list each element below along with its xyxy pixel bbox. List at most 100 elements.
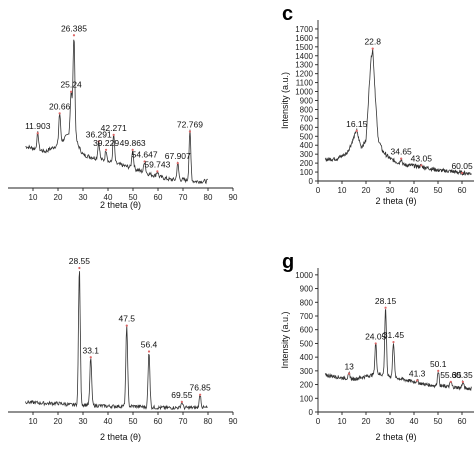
peak-marker bbox=[104, 148, 108, 151]
peak-marker bbox=[199, 393, 202, 396]
x-tick-label: 30 bbox=[79, 193, 88, 202]
peak-marker bbox=[420, 164, 423, 167]
peak-label: 33.1 bbox=[82, 345, 99, 355]
y-tick-label: 0 bbox=[309, 177, 314, 186]
peak-label: 28.55 bbox=[69, 256, 91, 266]
peak-marker bbox=[112, 133, 115, 136]
x-tick-label: 40 bbox=[104, 193, 113, 202]
peak-label: 41.3 bbox=[409, 368, 426, 378]
x-axis-label: 2 theta (θ) bbox=[375, 196, 416, 206]
peak-marker bbox=[400, 157, 403, 160]
x-tick-label: 20 bbox=[54, 417, 63, 426]
peak-marker bbox=[449, 380, 452, 383]
y-axis-label: Intensity (a.u.) bbox=[280, 311, 290, 368]
x-tick-label: 50 bbox=[434, 186, 443, 195]
peak-label: 39.229 bbox=[93, 138, 119, 148]
y-tick-label: 500 bbox=[300, 132, 314, 141]
x-axis-label: 2 theta (θ) bbox=[100, 200, 141, 210]
x-tick-label: 30 bbox=[79, 417, 88, 426]
x-tick-label: 80 bbox=[204, 193, 213, 202]
peak-label: 49.863 bbox=[120, 138, 146, 148]
peak-label: 16.15 bbox=[346, 119, 368, 129]
peak-marker bbox=[72, 34, 76, 37]
x-tick-label: 70 bbox=[179, 193, 188, 202]
y-tick-label: 200 bbox=[300, 381, 314, 390]
x-tick-label: 50 bbox=[434, 417, 443, 426]
peak-marker bbox=[131, 148, 134, 151]
peak-label: 54.647 bbox=[132, 149, 158, 159]
y-tick-label: 300 bbox=[300, 150, 314, 159]
y-tick-label: 400 bbox=[300, 353, 314, 362]
panel-top-left: 10 20 30 40 50 60 70 80 90 2 theta (θ) 11.903 20.66… bbox=[8, 23, 238, 210]
y-axis-label: Intensity (a.u.) bbox=[280, 72, 290, 129]
peak-marker bbox=[437, 369, 440, 372]
peak-label: 20.66 bbox=[49, 101, 71, 111]
y-tick-label: 300 bbox=[300, 367, 314, 376]
peak-marker bbox=[371, 47, 374, 50]
xrd-trace bbox=[324, 48, 472, 177]
y-tick-label: 1100 bbox=[296, 79, 314, 88]
peak-label: 67.907 bbox=[165, 151, 191, 161]
x-tick-label: 10 bbox=[29, 193, 38, 202]
peak-label: 60.05 bbox=[451, 161, 473, 171]
y-tick-label: 600 bbox=[300, 123, 314, 132]
panel-g: 0 10 20 30 40 50 60010020030040050060070080090… bbox=[280, 251, 474, 442]
y-tick-label: 900 bbox=[300, 97, 314, 106]
peak-label: 28.15 bbox=[375, 296, 397, 306]
y-tick-label: 200 bbox=[300, 159, 314, 168]
y-tick-label: 900 bbox=[300, 285, 314, 294]
peak-label: 42.271 bbox=[101, 123, 127, 133]
y-tick-label: 800 bbox=[300, 298, 314, 307]
peak-marker bbox=[89, 356, 92, 359]
y-tick-label: 1600 bbox=[295, 34, 313, 43]
y-tick-label: 700 bbox=[300, 114, 314, 123]
peak-marker bbox=[97, 140, 100, 143]
xrd-trace bbox=[25, 39, 208, 185]
x-tick-label: 80 bbox=[204, 417, 213, 426]
x-tick-label: 60 bbox=[458, 417, 467, 426]
peak-label: 24.05 bbox=[365, 331, 387, 341]
peak-label: 60.35 bbox=[451, 370, 473, 380]
x-tick-label: 0 bbox=[316, 186, 321, 195]
peak-label: 56.4 bbox=[141, 340, 158, 350]
peak-label: 76.85 bbox=[189, 383, 211, 393]
peak-marker bbox=[176, 162, 179, 165]
y-tick-label: 1300 bbox=[295, 61, 313, 70]
x-tick-label: 50 bbox=[129, 417, 138, 426]
x-tick-label: 40 bbox=[410, 186, 419, 195]
xrd-trace bbox=[25, 271, 208, 411]
peak-marker bbox=[78, 266, 81, 270]
x-tick-label: 50 bbox=[129, 193, 138, 202]
peak-marker bbox=[70, 90, 73, 93]
x-tick-label: 10 bbox=[29, 417, 38, 426]
peak-marker bbox=[348, 372, 351, 375]
x-axis-label: 2 theta (θ) bbox=[375, 432, 416, 442]
x-tick-label: 60 bbox=[154, 193, 163, 202]
peak-label: 26.385 bbox=[61, 23, 87, 33]
panel-letter: c bbox=[282, 3, 293, 25]
x-tick-label: 0 bbox=[316, 417, 321, 426]
peak-marker bbox=[384, 306, 387, 309]
y-tick-label: 500 bbox=[300, 339, 314, 348]
x-tick-label: 60 bbox=[154, 417, 163, 426]
x-tick-label: 20 bbox=[362, 417, 371, 426]
peak-label: 59.743 bbox=[144, 159, 170, 169]
y-tick-label: 400 bbox=[300, 141, 314, 150]
y-tick-label: 100 bbox=[300, 168, 314, 177]
peak-marker bbox=[416, 379, 419, 382]
y-tick-label: 1000 bbox=[295, 88, 313, 97]
peak-marker bbox=[374, 342, 377, 345]
x-tick-label: 40 bbox=[104, 417, 113, 426]
y-tick-label: 800 bbox=[300, 105, 314, 114]
x-tick-label: 20 bbox=[362, 186, 371, 195]
y-tick-label: 100 bbox=[300, 394, 314, 403]
x-tick-label: 70 bbox=[179, 417, 188, 426]
y-tick-label: 1700 bbox=[295, 25, 313, 34]
x-tick-label: 90 bbox=[229, 417, 238, 426]
peak-marker bbox=[188, 130, 192, 133]
x-tick-label: 90 bbox=[229, 193, 238, 202]
y-tick-label: 0 bbox=[309, 408, 314, 417]
peak-label: 72.769 bbox=[177, 120, 203, 130]
peak-marker bbox=[36, 132, 39, 135]
